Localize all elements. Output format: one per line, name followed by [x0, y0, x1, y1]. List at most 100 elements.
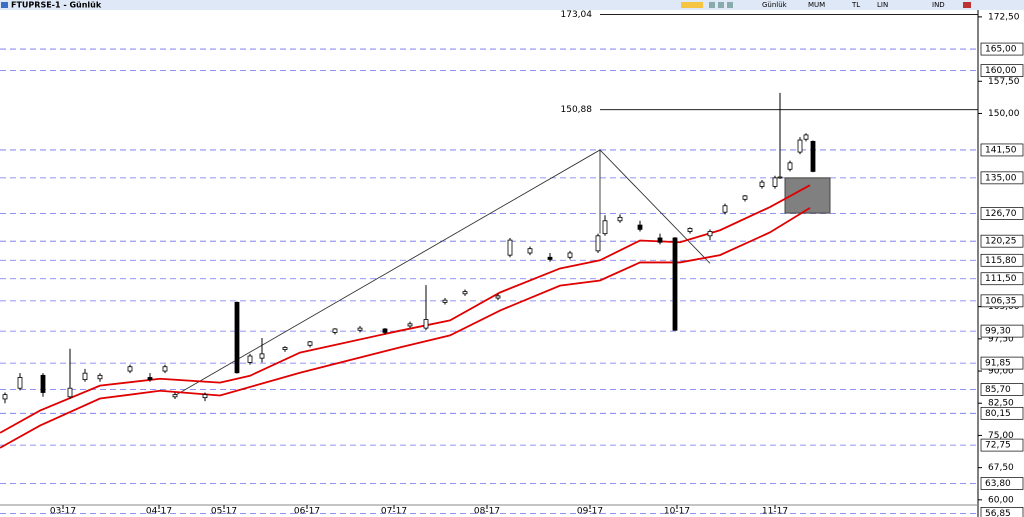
candle-body [567, 252, 573, 258]
tool-icon[interactable] [709, 2, 715, 8]
candle-body [462, 291, 468, 295]
level-box [980, 42, 1024, 56]
x-tick-label: 09-17 [577, 507, 603, 517]
app-icon [1, 2, 8, 8]
candle-body [495, 295, 501, 299]
toolbar-item[interactable]: TL [851, 1, 860, 9]
candle-body [127, 366, 133, 372]
candle-body [637, 224, 643, 230]
candle-body [2, 394, 8, 400]
level-label: 120,25 [985, 237, 1017, 247]
level-box [980, 477, 1024, 490]
level-box [980, 356, 1024, 370]
level-box [980, 438, 1024, 452]
x-tick-label: 05-17 [211, 507, 237, 517]
candle-body [602, 220, 608, 235]
candle-body [772, 177, 778, 187]
candle-body [507, 239, 513, 256]
level-label: 115,80 [985, 256, 1017, 266]
candle-body [722, 205, 728, 213]
moving-average [0, 207, 811, 449]
toolbar-item[interactable]: IND [932, 1, 945, 9]
candle-body [687, 228, 693, 232]
candle-body [172, 394, 178, 398]
y-tick-label: 172,50 [988, 12, 1020, 22]
level-label: 85,70 [985, 385, 1011, 395]
candle-body [234, 301, 240, 374]
candle-body [40, 374, 46, 393]
moving-average [0, 184, 811, 434]
candle-body [595, 235, 601, 252]
level-box [980, 383, 1024, 396]
candle-body [657, 237, 663, 243]
candle-body [407, 323, 413, 327]
chart-title: FTUPRSE-1 - Günlük [11, 1, 102, 10]
candle-body [707, 231, 713, 237]
candle-body [202, 394, 208, 399]
level-label: 141,50 [985, 145, 1017, 155]
x-tick-label: 04-17 [146, 507, 172, 517]
level-box [980, 253, 1024, 267]
level-label: 56,85 [985, 509, 1011, 517]
candle-body [97, 374, 103, 380]
candle-body [787, 162, 793, 170]
y-tick-label: 67,50 [988, 463, 1014, 473]
candle-body [259, 353, 265, 359]
level-box [980, 324, 1024, 338]
candle-body [547, 256, 553, 260]
candle-body [803, 134, 809, 140]
toolbar-item[interactable]: Günlük [762, 1, 788, 9]
candle-body [777, 176, 783, 179]
candle-body [67, 387, 73, 398]
tool-icon[interactable] [727, 2, 733, 8]
level-box [980, 294, 1024, 308]
level-box [980, 207, 1024, 220]
level-box [980, 272, 1024, 286]
candle-body [332, 328, 338, 333]
candle-body [810, 140, 816, 172]
candle-body [247, 355, 253, 363]
candle-body [357, 327, 363, 331]
y-tick-label: 60,00 [988, 495, 1014, 505]
level-label: 165,00 [985, 45, 1017, 55]
toolbar-item[interactable]: MUM [808, 1, 825, 9]
x-tick-label: 10-17 [664, 507, 690, 517]
candle-body [672, 237, 678, 331]
marked-level-label: 173,04 [561, 10, 593, 20]
candle-body [17, 377, 23, 389]
toolbar-item[interactable]: LIN [877, 1, 888, 9]
level-box [980, 406, 1024, 420]
level-label: 111,50 [985, 274, 1017, 284]
level-label: 160,00 [985, 66, 1017, 76]
candle-body [423, 319, 429, 329]
tool-icon[interactable] [718, 2, 724, 8]
x-tick-label: 11-17 [762, 507, 788, 517]
title-bar [0, 0, 1024, 10]
y-tick-label: 75,00 [988, 431, 1014, 441]
x-tick-label: 06-17 [294, 507, 320, 517]
y-tick-label: 150,00 [988, 109, 1020, 119]
candle-body [759, 181, 765, 187]
level-box [980, 171, 1024, 185]
level-label: 106,35 [985, 296, 1017, 306]
y-tick-label: 82,50 [988, 399, 1014, 409]
close-icon[interactable] [963, 2, 971, 8]
candle-body [742, 195, 748, 200]
level-label: 126,70 [985, 209, 1017, 219]
candle-body [527, 248, 533, 254]
candle-body [797, 139, 803, 153]
level-label: 91,85 [985, 359, 1011, 369]
y-tick-label: 97,50 [988, 334, 1014, 344]
y-tick-label: 157,50 [988, 77, 1020, 87]
candle-body [82, 372, 88, 381]
level-label: 99,30 [985, 327, 1011, 337]
y-tick-label: 90,00 [988, 367, 1014, 377]
level-box [980, 234, 1024, 248]
logo[interactable] [681, 2, 703, 8]
level-label: 72,75 [985, 441, 1011, 451]
level-label: 80,15 [985, 409, 1011, 419]
x-tick-label: 08-17 [474, 507, 500, 517]
candle-body [307, 341, 313, 346]
